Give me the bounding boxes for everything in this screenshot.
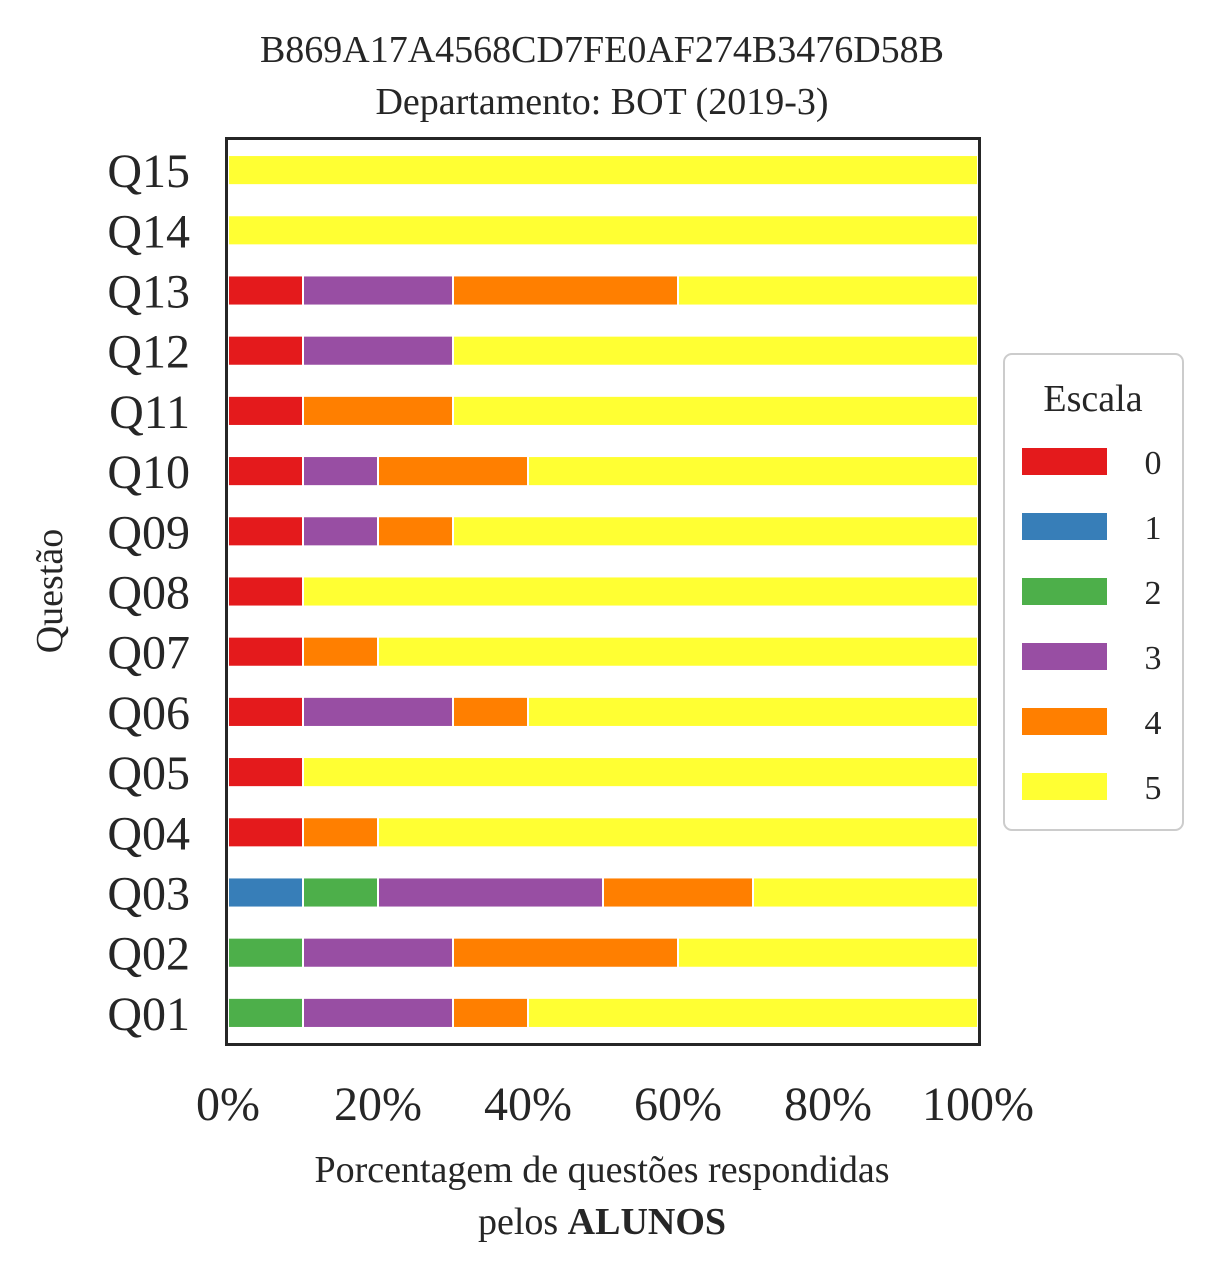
bar-q04-scale-0: [227, 816, 304, 849]
x-tick-label-3: 60%: [634, 1078, 722, 1131]
bar-q04-scale-4: [302, 816, 379, 849]
bar-q05-scale-5: [302, 756, 979, 789]
bar-q03-scale-5: [752, 876, 979, 909]
bar-q01-scale-4: [452, 996, 529, 1029]
bar-q12-scale-3: [302, 334, 454, 367]
bar-q03-scale-3: [377, 876, 604, 909]
x-tick-label-2: 40%: [484, 1078, 572, 1131]
legend-label-0: 0: [1145, 445, 1162, 482]
y-tick-label-q14: Q14: [107, 205, 190, 258]
plot-frame: [225, 137, 981, 1046]
y-tick-label-q06: Q06: [107, 687, 190, 740]
legend-swatch-1: [1022, 513, 1107, 540]
bar-q02-scale-2: [227, 936, 304, 969]
legend-swatch-4: [1022, 708, 1107, 735]
bar-q13-scale-3: [302, 274, 454, 307]
x-tick-labels: 0% 20% 40% 60% 80% 100%: [196, 1078, 1034, 1131]
y-tick-label-q10: Q10: [107, 446, 190, 499]
bar-q10-scale-3: [302, 455, 379, 488]
y-tick-label-q09: Q09: [107, 506, 190, 559]
legend-swatch-2: [1022, 578, 1107, 605]
bar-q03-scale-2: [302, 876, 379, 909]
y-tick-label-q13: Q13: [107, 266, 190, 319]
bar-q02-scale-3: [302, 936, 454, 969]
x-axis-label-bold: ALUNOS: [568, 1201, 726, 1243]
bar-q03-scale-1: [227, 876, 304, 909]
y-tick-label-q04: Q04: [107, 807, 190, 860]
x-tick-label-5: 100%: [922, 1078, 1034, 1131]
bar-q13-scale-4: [452, 274, 679, 307]
bars-group: [227, 154, 979, 1029]
legend-items: 0 1 2 3 4 5: [1022, 445, 1162, 807]
bar-q08-scale-5: [302, 575, 979, 608]
legend: Escala 0 1 2 3 4 5: [1003, 353, 1184, 831]
bar-q12-scale-0: [227, 334, 304, 367]
y-tick-label-q08: Q08: [107, 567, 190, 620]
legend-swatch-3: [1022, 643, 1107, 670]
bar-q06-scale-0: [227, 695, 304, 728]
bar-q05-scale-0: [227, 756, 304, 789]
legend-title: Escala: [1043, 378, 1142, 420]
y-axis-label: Questão: [29, 529, 71, 654]
legend-swatch-5: [1022, 773, 1107, 800]
bar-q11-scale-5: [452, 394, 979, 427]
bar-q07-scale-5: [377, 635, 979, 668]
bar-q11-scale-0: [227, 394, 304, 427]
legend-label-1: 1: [1145, 510, 1162, 547]
x-axis-label-line1: Porcentagem de questões respondidas: [314, 1149, 889, 1191]
y-tick-label-q03: Q03: [107, 868, 190, 921]
x-tick-label-1: 20%: [334, 1078, 422, 1131]
bar-q13-scale-5: [677, 274, 979, 307]
y-tick-label-q12: Q12: [107, 326, 190, 379]
legend-label-5: 5: [1145, 770, 1162, 807]
bar-q09-scale-3: [302, 515, 379, 548]
bar-q02-scale-4: [452, 936, 679, 969]
bar-q15-scale-5: [227, 154, 979, 187]
bar-q14-scale-5: [227, 214, 979, 247]
bar-q06-scale-4: [452, 695, 529, 728]
bar-q07-scale-0: [227, 635, 304, 668]
bar-q07-scale-4: [302, 635, 379, 668]
legend-label-3: 3: [1145, 640, 1162, 677]
legend-label-2: 2: [1145, 575, 1162, 612]
bar-q10-scale-5: [527, 455, 979, 488]
bar-q13-scale-0: [227, 274, 304, 307]
y-tick-label-q02: Q02: [107, 928, 190, 981]
y-tick-label-q11: Q11: [109, 386, 190, 439]
bar-q12-scale-5: [452, 334, 979, 367]
bar-q01-scale-5: [527, 996, 979, 1029]
bar-q09-scale-0: [227, 515, 304, 548]
y-tick-label-q05: Q05: [107, 747, 190, 800]
chart-subtitle: Departamento: BOT (2019-3): [375, 81, 828, 123]
x-tick-label-0: 0%: [196, 1078, 260, 1131]
legend-swatch-0: [1022, 448, 1107, 475]
x-tick-label-4: 80%: [784, 1078, 872, 1131]
bar-q01-scale-2: [227, 996, 304, 1029]
bar-q03-scale-4: [602, 876, 754, 909]
x-axis-label-prefix: pelos: [478, 1201, 568, 1243]
y-tick-label-q01: Q01: [107, 988, 190, 1041]
bar-q01-scale-3: [302, 996, 454, 1029]
chart-title: B869A17A4568CD7FE0AF274B3476D58B: [260, 29, 944, 71]
bar-q10-scale-4: [377, 455, 529, 488]
bar-q02-scale-5: [677, 936, 979, 969]
legend-label-4: 4: [1145, 705, 1162, 742]
x-axis-label-line2: pelos ALUNOS: [478, 1201, 726, 1243]
bar-q09-scale-4: [377, 515, 454, 548]
bar-q04-scale-5: [377, 816, 979, 849]
bar-q06-scale-5: [527, 695, 979, 728]
y-tick-label-q07: Q07: [107, 627, 190, 680]
y-tick-label-q15: Q15: [107, 145, 190, 198]
bar-q08-scale-0: [227, 575, 304, 608]
bar-q09-scale-5: [452, 515, 979, 548]
bar-q11-scale-4: [302, 394, 454, 427]
bar-q10-scale-0: [227, 455, 304, 488]
bar-q06-scale-3: [302, 695, 454, 728]
y-tick-labels: Q01 Q02 Q03 Q04 Q05 Q06 Q07 Q08 Q09 Q10 Q11 Q12 Q13 Q…: [107, 145, 190, 1041]
